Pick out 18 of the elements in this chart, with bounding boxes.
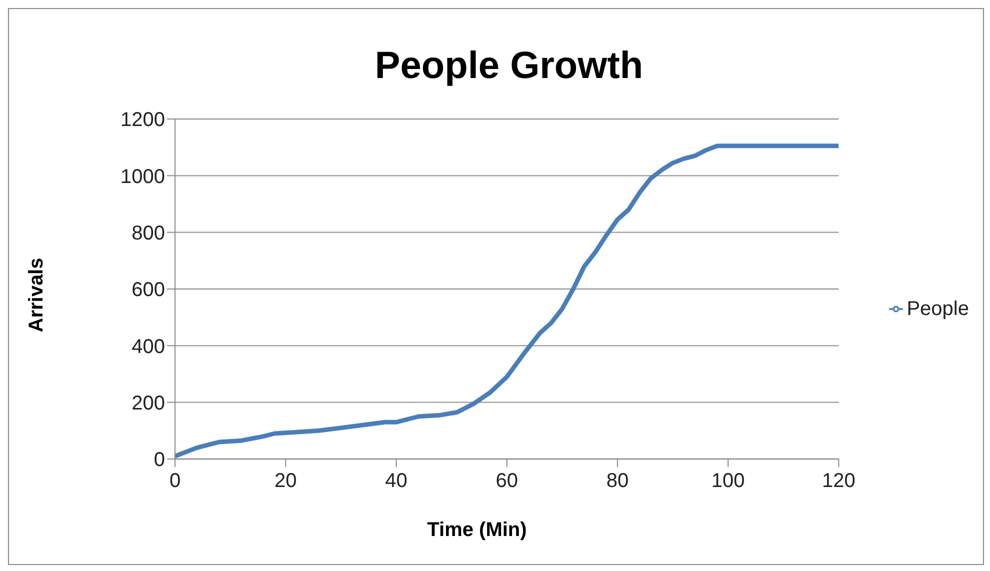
y-tick-label: 800 xyxy=(132,222,165,244)
y-tick-label: 600 xyxy=(132,279,165,302)
x-tick-label: 40 xyxy=(385,470,408,492)
x-tick-label: 60 xyxy=(496,470,518,492)
y-tick-label: 1200 xyxy=(120,109,165,132)
y-tick-label: 400 xyxy=(132,336,165,358)
y-tick-label: 1000 xyxy=(120,166,165,188)
y-axis-title: Arrivals xyxy=(26,258,48,332)
legend-label: People xyxy=(906,298,969,320)
chart-title: People Growth xyxy=(374,45,644,88)
x-tick-label: 0 xyxy=(169,470,181,492)
x-axis-title: Time (Min) xyxy=(426,519,528,542)
x-tick-label: 120 xyxy=(822,470,856,492)
x-tick-label: 100 xyxy=(711,470,745,492)
y-tick-label: 0 xyxy=(154,449,165,472)
y-tick-label: 200 xyxy=(132,392,165,414)
x-tick-label: 20 xyxy=(274,470,297,492)
x-tick-label: 80 xyxy=(606,470,629,492)
